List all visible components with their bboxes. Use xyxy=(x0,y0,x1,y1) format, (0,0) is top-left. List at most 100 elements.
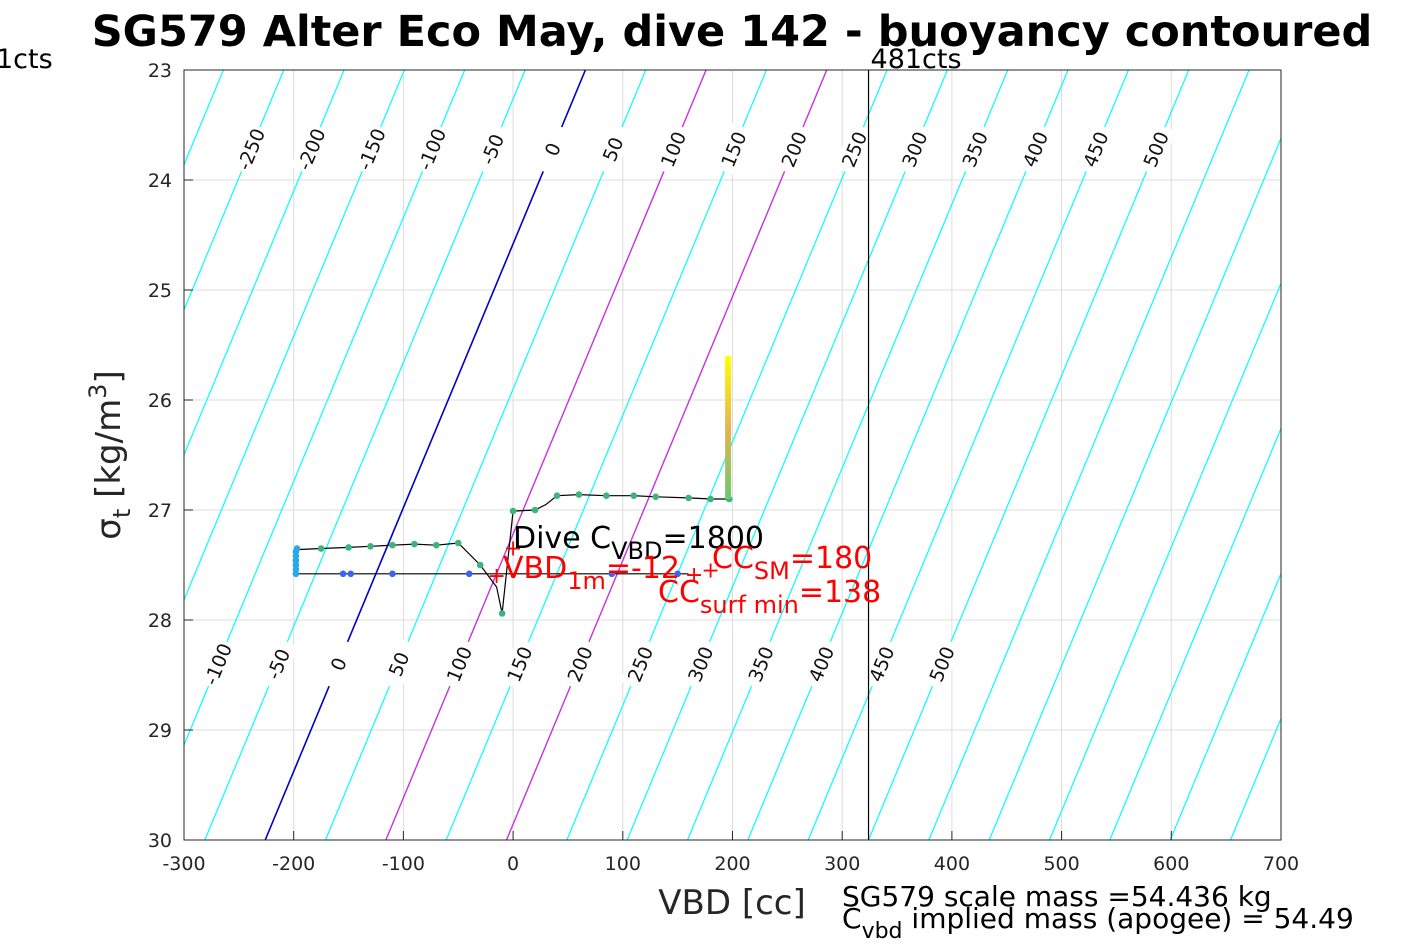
x-tick-label: -200 xyxy=(272,853,315,875)
y-tick-label: 26 xyxy=(148,390,172,412)
vbd-1m-sub: 1m xyxy=(567,567,606,595)
y-label-sigma: σ xyxy=(89,518,129,540)
contour-label-bg xyxy=(1014,122,1056,176)
contour-label-bg xyxy=(592,122,634,176)
data-point xyxy=(553,492,561,500)
contour-label-bg xyxy=(532,122,573,176)
contour-line xyxy=(0,70,103,840)
contour-line xyxy=(686,70,1009,840)
contour-label-bg xyxy=(559,637,601,691)
plus-marker: + xyxy=(685,563,703,588)
contour-label-bg xyxy=(438,637,480,691)
x-axis-ticks: -300 -200 -100 0 100 200 300 400 500 600 700 xyxy=(162,831,1299,875)
data-series xyxy=(292,356,733,617)
contour-line xyxy=(747,70,1069,840)
x-tick-label: 0 xyxy=(507,853,519,875)
data-point xyxy=(531,506,539,514)
y-tick-label: 24 xyxy=(148,170,172,192)
cc-surf-min-annotation: CCsurf min=138 xyxy=(658,575,881,619)
contour-line xyxy=(445,70,767,840)
implied-mass-text: Cvbd implied mass (apogee) = 54.49 xyxy=(842,902,1354,944)
contour-label-bg xyxy=(619,637,661,691)
contour-label-bg xyxy=(833,122,875,176)
data-point xyxy=(433,541,440,549)
data-point xyxy=(345,544,352,551)
y-label-unit: [kg/m xyxy=(89,399,129,509)
plus-marker: + xyxy=(701,559,719,584)
contour-line xyxy=(385,70,707,840)
implied-mass-post: implied mass (apogee) = 54.49 xyxy=(903,902,1354,935)
contour-line xyxy=(184,70,345,457)
contour-label-bg xyxy=(740,637,782,691)
data-point xyxy=(367,543,374,550)
y-tick-label: 27 xyxy=(148,500,172,522)
y-tick-label: 23 xyxy=(148,60,172,82)
contour-label-bg xyxy=(411,122,453,176)
x-axis-label: VBD [cc] xyxy=(658,883,806,923)
dive-cvbd-sub: VBD xyxy=(611,537,662,565)
implied-mass-pre: C xyxy=(842,902,862,935)
x-tick-label: 300 xyxy=(824,853,860,875)
contour-label-bg xyxy=(954,122,996,176)
dive-trace-line xyxy=(295,493,730,614)
data-point xyxy=(476,561,484,569)
contour-label-bg xyxy=(773,122,815,176)
contour-line xyxy=(184,70,405,602)
contour-line xyxy=(184,70,466,747)
y-label-sub: t xyxy=(108,509,136,518)
x-tick-label: -100 xyxy=(382,853,425,875)
contour-label-bg xyxy=(680,637,721,691)
x-tick-label: 400 xyxy=(934,853,970,875)
data-point xyxy=(389,541,396,549)
contour-line xyxy=(0,70,163,840)
data-point xyxy=(292,570,300,578)
y-axis-ticks: 23 24 25 26 27 28 29 30 xyxy=(148,60,193,852)
y-tick-label: 30 xyxy=(148,830,172,852)
data-point xyxy=(707,495,714,503)
cc-surf-sub: surf min xyxy=(700,591,799,619)
contour-line xyxy=(988,136,1281,840)
contour-label-bg xyxy=(197,637,238,691)
vbd-1m-pre: VBD xyxy=(503,551,567,586)
x-tick-label: 200 xyxy=(714,853,750,875)
dive-cvbd-annotation: Dive CVBD=1800 xyxy=(513,521,764,565)
data-point xyxy=(411,540,418,548)
contour-line xyxy=(928,70,1250,840)
x-tick-label: 100 xyxy=(605,853,641,875)
x-tick-label: 500 xyxy=(1043,853,1079,875)
y-tick-label: 28 xyxy=(148,610,172,632)
data-point xyxy=(339,570,347,578)
contour-label-bg xyxy=(318,637,359,691)
contour-line xyxy=(505,70,828,840)
data-point xyxy=(347,570,355,578)
contour-line xyxy=(1109,426,1281,840)
cc-sm-sub: SM xyxy=(754,557,790,585)
contour-label-bg xyxy=(921,637,963,691)
x-tick-label: 600 xyxy=(1153,853,1189,875)
dive-cvbd-pre: Dive C xyxy=(513,521,611,556)
contour-line xyxy=(1048,281,1281,840)
data-point xyxy=(685,494,692,502)
ascent-gradient-bar xyxy=(725,356,732,499)
markers: ++ ++ xyxy=(487,537,719,590)
contour-label-bg xyxy=(713,122,754,176)
data-point xyxy=(389,570,396,578)
data-point xyxy=(630,492,638,500)
data-point xyxy=(575,491,583,498)
contour-line xyxy=(184,70,285,312)
contour-label-bg xyxy=(351,122,392,176)
contour-line xyxy=(324,70,647,840)
contour-label-bg xyxy=(861,637,902,691)
plus-marker: + xyxy=(504,537,522,562)
contour-line xyxy=(867,70,1190,840)
cc-surf-post: =138 xyxy=(799,575,881,610)
contour-label-bg xyxy=(290,122,332,176)
cc-sm-pre: CC xyxy=(712,541,754,576)
dive-cvbd-post: =1800 xyxy=(663,521,764,556)
y-label-sup: 3 xyxy=(84,384,112,399)
scale-mass-text: SG579 scale mass =54.436 kg xyxy=(842,880,1272,913)
x-tick-label: 700 xyxy=(1263,853,1299,875)
contour-label-bg xyxy=(257,637,299,691)
contour-line xyxy=(807,70,1129,840)
contour-label-bg xyxy=(1135,122,1177,176)
